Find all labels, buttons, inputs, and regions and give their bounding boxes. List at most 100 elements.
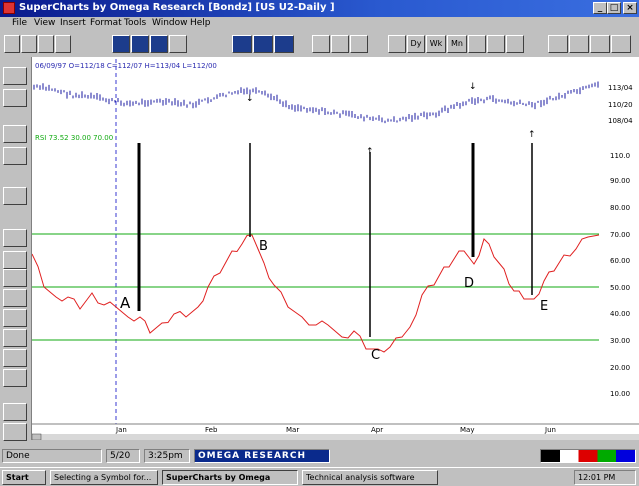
- close-button[interactable]: ×: [623, 2, 637, 14]
- magnify-tool[interactable]: [3, 125, 27, 143]
- insert-indicator-button[interactable]: [312, 35, 330, 53]
- symbol-tool[interactable]: [3, 403, 27, 421]
- scroll-left-button[interactable]: [31, 433, 42, 441]
- rsi-axis-label: 30.00: [610, 337, 630, 345]
- toolbar: Dy Wk Mn: [0, 31, 639, 57]
- bar-chart-button[interactable]: [131, 35, 149, 53]
- menu-insert[interactable]: Insert: [60, 18, 86, 28]
- data-window-button[interactable]: [169, 35, 187, 53]
- window-tile-button[interactable]: [232, 35, 252, 53]
- menu-file[interactable]: File: [12, 18, 28, 28]
- app-icon: [3, 2, 15, 14]
- chart-button[interactable]: [112, 35, 130, 53]
- status-date: 5/20: [106, 449, 140, 463]
- taskbar-item-document[interactable]: Technical analysis software: [302, 470, 438, 485]
- menu-view[interactable]: View: [34, 18, 56, 28]
- rsi-axis-label: 40.00: [610, 310, 630, 318]
- date-axis-label: Jun: [544, 426, 556, 434]
- taskbar-item-supercharts[interactable]: SuperCharts by Omega: [162, 470, 298, 485]
- date-axis-label: Feb: [205, 426, 218, 434]
- minimize-button[interactable]: _: [593, 2, 607, 14]
- gann-tool[interactable]: [3, 269, 27, 287]
- title-bar: SuperCharts by Omega Research [Bondz] [U…: [0, 0, 639, 17]
- point-label-a: A: [120, 294, 131, 312]
- point-label-c: C: [371, 348, 380, 363]
- chart-canvas[interactable]: 06/09/97 O=112/18 C=112/07 H=113/04 L=11…: [31, 57, 639, 441]
- chart-window[interactable]: 06/09/97 O=112/18 C=112/07 H=113/04 L=11…: [31, 57, 639, 441]
- color-palette[interactable]: [540, 449, 636, 463]
- pointer-tool-button[interactable]: [590, 35, 610, 53]
- weekly-interval-button[interactable]: Wk: [426, 35, 446, 53]
- delete-tool[interactable]: [3, 187, 27, 205]
- print-button[interactable]: [55, 35, 71, 53]
- zoom-tool[interactable]: [3, 147, 27, 165]
- status-time: 3:25pm: [144, 449, 190, 463]
- taskbar-item-browser[interactable]: Selecting a Symbol for...: [50, 470, 158, 485]
- up-arrow-icon: ↑: [528, 130, 536, 140]
- window-arrange-button[interactable]: [274, 35, 294, 53]
- rsi-axis: 110.0 90.00 80.00 70.00 60.00 50.00 40.0…: [610, 152, 630, 398]
- window-title: SuperCharts by Omega Research [Bondz] [U…: [19, 2, 335, 13]
- daily-interval-button[interactable]: Dy: [407, 35, 425, 53]
- rsi-axis-label: 60.00: [610, 257, 630, 265]
- price-axis-label: 113/04: [608, 84, 633, 92]
- text-tool-button[interactable]: [548, 35, 568, 53]
- drawing-tool-button[interactable]: [569, 35, 589, 53]
- open-button[interactable]: [21, 35, 37, 53]
- insert-strategy-button[interactable]: [350, 35, 368, 53]
- pencil-tool[interactable]: [3, 229, 27, 247]
- arc-tool[interactable]: [3, 349, 27, 367]
- rsi-axis-label: 80.00: [610, 204, 630, 212]
- status-message: Done: [2, 449, 102, 463]
- horizontal-scrollbar[interactable]: [32, 434, 639, 440]
- save-button[interactable]: [38, 35, 54, 53]
- rsi-header: RSI 73.52 30.00 70.00: [35, 134, 113, 142]
- line-chart-button[interactable]: [150, 35, 168, 53]
- horizontal-line-tool[interactable]: [3, 251, 27, 269]
- insert-study-button[interactable]: [331, 35, 349, 53]
- history-button[interactable]: [506, 35, 524, 53]
- down-arrow-icon: ↓: [246, 94, 254, 104]
- rsi-series: [31, 234, 600, 353]
- point-label-b: B: [259, 239, 268, 254]
- price-bars: [33, 81, 599, 124]
- fibonacci-tool[interactable]: [3, 289, 27, 307]
- window-cascade-button[interactable]: [253, 35, 273, 53]
- pointer-tool[interactable]: [3, 67, 27, 85]
- monthly-interval-button[interactable]: Mn: [447, 35, 467, 53]
- price-axis-label: 110/20: [608, 101, 633, 109]
- new-button[interactable]: [4, 35, 20, 53]
- tick-interval-button[interactable]: [388, 35, 406, 53]
- channel-tool[interactable]: [3, 309, 27, 327]
- rsi-axis-label: 20.00: [610, 364, 630, 372]
- point-label-e: E: [540, 299, 548, 314]
- crosshair-button[interactable]: [487, 35, 505, 53]
- taskbar: Start Selecting a Symbol for... SuperCha…: [0, 467, 639, 486]
- rsi-axis-label: 50.00: [610, 284, 630, 292]
- line-tool[interactable]: [3, 89, 27, 107]
- date-axis-label: Apr: [371, 426, 383, 434]
- start-button[interactable]: Start: [2, 470, 46, 485]
- point-label-d: D: [464, 276, 474, 291]
- menu-tools[interactable]: Tools: [124, 18, 147, 28]
- menu-help[interactable]: Help: [190, 18, 211, 28]
- trendline-tool[interactable]: [3, 329, 27, 347]
- price-axis-label: 108/04: [608, 117, 633, 125]
- maximize-button[interactable]: □: [607, 2, 621, 14]
- date-axis: Jan Feb Mar Apr May Jun: [115, 426, 556, 434]
- date-axis-label: May: [460, 426, 474, 434]
- rsi-axis-label: 90.00: [610, 177, 630, 185]
- drawing-toolbar: [0, 57, 30, 441]
- rsi-axis-label: 110.0: [610, 152, 630, 160]
- omega-research-brand: OMEGA RESEARCH: [194, 449, 330, 463]
- rsi-axis-label: 10.00: [610, 390, 630, 398]
- text-tool[interactable]: [3, 369, 27, 387]
- help-button[interactable]: [611, 35, 631, 53]
- highlight-tool[interactable]: [3, 423, 27, 441]
- menu-window[interactable]: Window: [152, 18, 188, 28]
- menu-format[interactable]: Format: [90, 18, 122, 28]
- taskbar-clock: 12:01 PM: [574, 470, 636, 485]
- price-axis: 113/04 110/20 108/04: [608, 84, 633, 125]
- up-arrow-icon: ↑: [366, 147, 374, 157]
- zoom-out-button[interactable]: [468, 35, 486, 53]
